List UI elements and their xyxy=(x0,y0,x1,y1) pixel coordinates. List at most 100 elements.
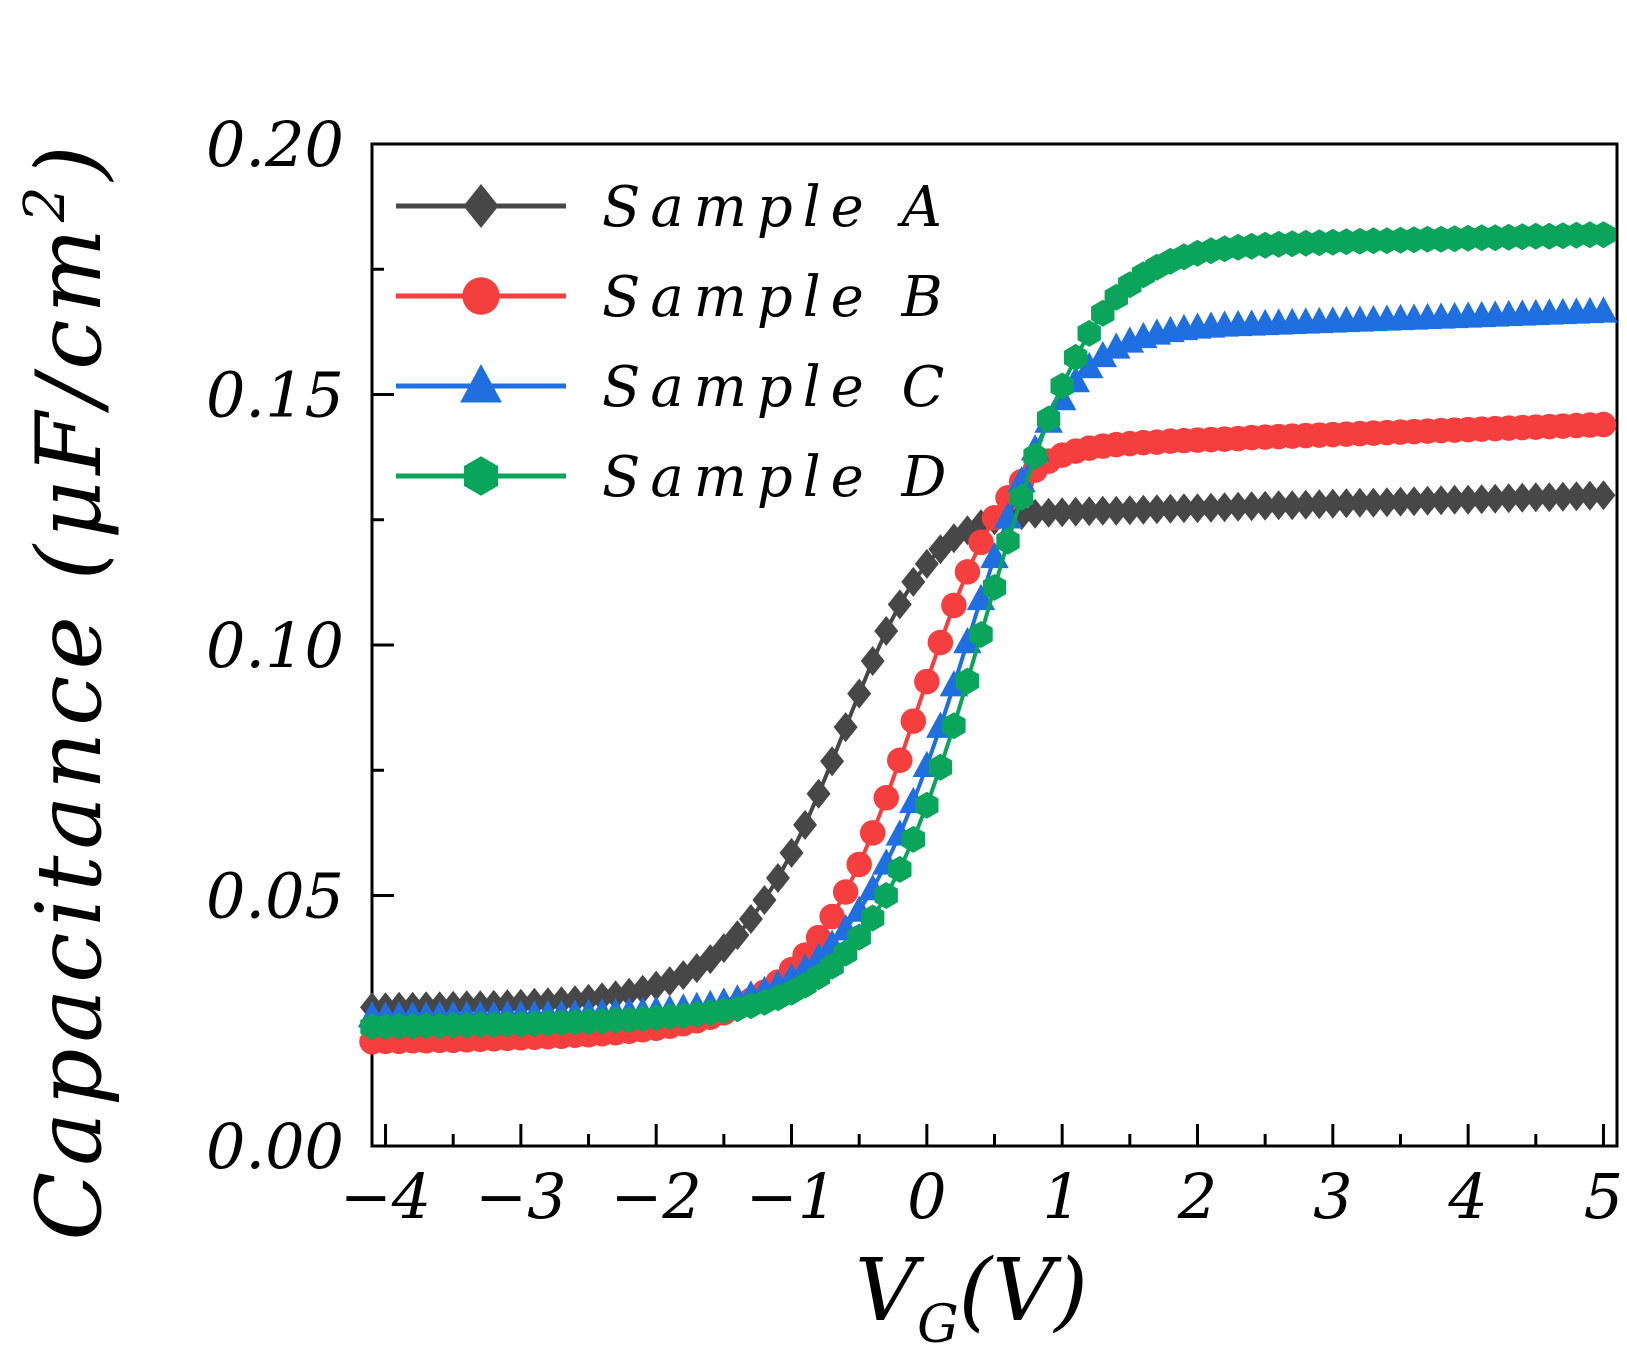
data-point xyxy=(846,851,872,878)
data-point xyxy=(1590,411,1617,438)
data-point xyxy=(1388,486,1413,517)
data-point xyxy=(968,529,994,556)
legend-label: Sample C xyxy=(602,355,954,420)
data-point xyxy=(833,712,858,743)
data-point xyxy=(1158,493,1183,524)
data-point xyxy=(1023,442,1047,470)
data-point xyxy=(1334,488,1359,519)
data-point xyxy=(1117,495,1142,526)
legend-item: Sample B xyxy=(396,265,953,330)
data-point xyxy=(1469,484,1494,515)
data-point xyxy=(1144,494,1169,525)
data-point xyxy=(1064,343,1088,371)
data-point xyxy=(576,983,601,1014)
data-point xyxy=(1091,299,1115,327)
data-point xyxy=(1591,480,1616,511)
y-axis-title-close: ) xyxy=(17,139,122,182)
x-axis-title-main: V xyxy=(855,1241,925,1341)
data-point xyxy=(779,837,804,868)
data-point xyxy=(1185,493,1210,524)
legend: Sample A Sample B Sample C Sample D xyxy=(396,175,956,510)
data-point xyxy=(806,778,831,809)
data-point xyxy=(1239,491,1264,522)
data-point xyxy=(1007,466,1036,493)
legend-marker xyxy=(463,456,499,496)
x-tick-label: −3 xyxy=(475,1160,566,1233)
data-point xyxy=(1036,405,1061,433)
data-point xyxy=(1523,482,1548,513)
legend-label: Sample B xyxy=(602,265,953,330)
data-point xyxy=(953,626,982,654)
axis-ticks xyxy=(372,142,1605,1148)
series-sample-a xyxy=(360,480,1616,1023)
x-axis-title-sub: G xyxy=(917,1295,959,1355)
data-point xyxy=(874,882,898,909)
data-point xyxy=(996,527,1020,555)
legend-marker xyxy=(463,184,499,228)
legend-label: Sample D xyxy=(602,445,956,510)
series-line xyxy=(372,309,1604,1019)
data-point xyxy=(1226,491,1251,522)
x-tick-label: 0 xyxy=(907,1160,946,1233)
x-axis-title: VG(V) xyxy=(855,1241,1088,1355)
y-tick-label: 0.15 xyxy=(206,359,344,432)
data-point xyxy=(982,573,1007,601)
data-point xyxy=(752,885,777,916)
data-point xyxy=(860,646,885,677)
x-tick-label: −1 xyxy=(746,1160,837,1233)
data-point xyxy=(819,903,845,930)
data-point xyxy=(1591,221,1616,249)
data-point xyxy=(1077,319,1101,347)
data-point xyxy=(1402,486,1427,517)
series-sample-d xyxy=(360,221,1616,1041)
data-point xyxy=(1023,498,1048,529)
data-point xyxy=(900,708,927,734)
data-point xyxy=(725,920,750,951)
data-point xyxy=(1320,488,1345,519)
data-point xyxy=(1253,490,1278,521)
series-layer xyxy=(357,221,1618,1055)
y-tick-label: 0.05 xyxy=(206,860,344,933)
data-point xyxy=(1456,484,1481,515)
data-point xyxy=(1537,482,1562,513)
data-point xyxy=(873,785,899,811)
x-axis-title-unit: (V) xyxy=(959,1241,1088,1341)
x-tick-label: 4 xyxy=(1447,1160,1487,1233)
data-point xyxy=(1589,296,1618,323)
data-point xyxy=(928,753,953,781)
data-point xyxy=(969,621,993,648)
data-point xyxy=(874,615,899,646)
data-point xyxy=(1199,492,1224,523)
data-point xyxy=(1104,495,1129,526)
tick-labels: −4 −3 −2 −1 0 1 2 3 4 5 0.00 0.05 0.10 0.15 0.20 xyxy=(206,108,1623,1233)
data-point xyxy=(888,855,912,883)
data-point xyxy=(1307,489,1332,520)
data-point xyxy=(1088,340,1118,368)
data-point xyxy=(1090,495,1115,526)
data-point xyxy=(941,592,967,619)
x-tick-label: 3 xyxy=(1313,1160,1352,1233)
x-tick-label: −4 xyxy=(340,1160,431,1233)
data-point xyxy=(861,904,885,932)
data-point xyxy=(1050,372,1074,400)
data-point xyxy=(1009,483,1034,511)
y-axis-title-sup: 2 xyxy=(13,180,78,223)
data-point xyxy=(1510,482,1535,513)
legend-item: Sample C xyxy=(396,355,954,420)
data-point xyxy=(1050,497,1075,528)
data-point xyxy=(1564,481,1589,512)
data-point xyxy=(1483,483,1508,514)
data-point xyxy=(1429,485,1454,516)
data-point xyxy=(955,667,980,695)
data-point xyxy=(914,548,939,579)
data-point xyxy=(765,862,790,893)
data-point xyxy=(1442,484,1467,515)
data-point xyxy=(1374,487,1399,518)
data-point xyxy=(1550,481,1575,512)
data-point xyxy=(915,791,939,819)
x-tick-label: 5 xyxy=(1584,1160,1623,1233)
data-point xyxy=(847,678,872,709)
y-tick-label: 0.20 xyxy=(206,108,344,181)
data-point xyxy=(887,747,913,773)
